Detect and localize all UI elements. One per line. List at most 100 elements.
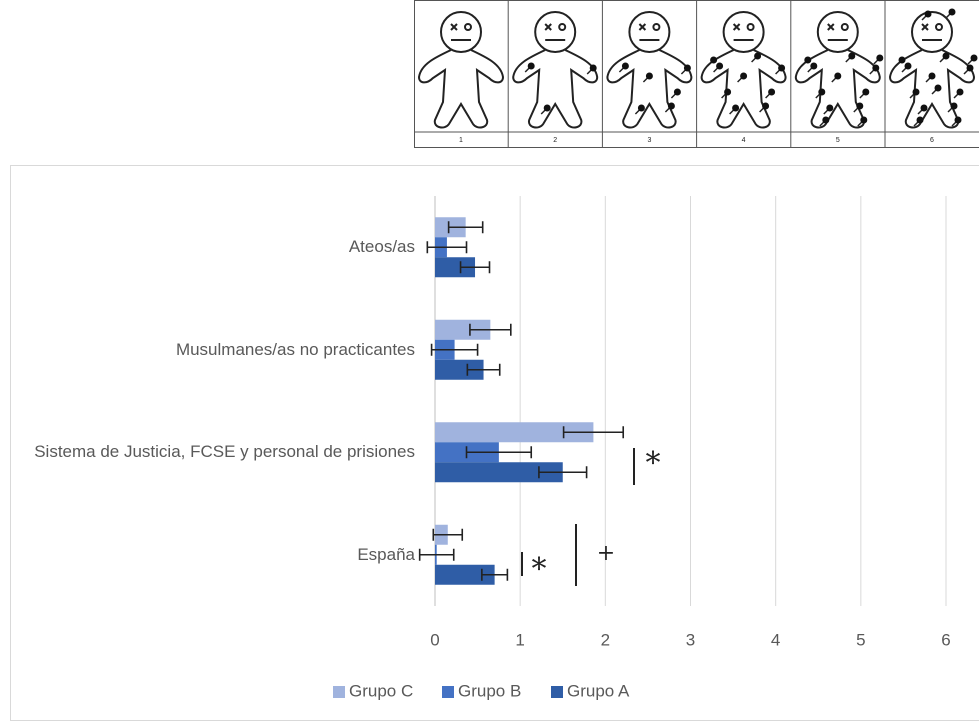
error-bar bbox=[466, 363, 501, 376]
legend-swatch bbox=[333, 686, 345, 698]
doll-eye bbox=[464, 23, 472, 31]
pin-head bbox=[872, 64, 880, 72]
doll-body bbox=[417, 49, 505, 129]
legend-swatch bbox=[551, 686, 563, 698]
panel-label: 4 bbox=[742, 137, 746, 144]
error-bar-line bbox=[418, 548, 455, 561]
doll bbox=[794, 11, 884, 129]
legend-label: Grupo B bbox=[458, 681, 521, 700]
pin-head bbox=[942, 52, 950, 60]
doll-body bbox=[794, 49, 881, 129]
pin-head bbox=[954, 116, 962, 124]
pin-head bbox=[683, 64, 691, 72]
pin-head bbox=[716, 62, 724, 70]
pin-head bbox=[948, 8, 956, 16]
pin-head bbox=[928, 72, 936, 80]
doll-body bbox=[888, 49, 976, 129]
pin-head bbox=[876, 54, 884, 62]
pin-head bbox=[818, 88, 826, 96]
pin-head bbox=[724, 88, 732, 96]
bar bbox=[435, 257, 476, 278]
pin-head bbox=[916, 116, 924, 124]
pin-head bbox=[904, 62, 912, 70]
pin-head bbox=[822, 116, 830, 124]
error-bar-line bbox=[469, 323, 512, 336]
doll-face bbox=[450, 23, 471, 41]
error-bar bbox=[447, 221, 484, 234]
doll-face bbox=[544, 23, 566, 41]
pin-head bbox=[589, 64, 597, 72]
error-bar-line bbox=[430, 343, 479, 356]
doll-eye bbox=[652, 23, 661, 31]
x-tick-label: 2 bbox=[601, 630, 610, 649]
pin-head bbox=[970, 54, 978, 62]
significance-mark: * bbox=[646, 446, 661, 481]
error-bar bbox=[459, 261, 491, 274]
pin-head bbox=[810, 62, 818, 70]
panel-label: 3 bbox=[647, 137, 651, 144]
doll bbox=[700, 11, 787, 129]
pin-head bbox=[898, 56, 906, 64]
panel-label: 6 bbox=[930, 137, 934, 144]
pin-head bbox=[826, 104, 834, 112]
legend-swatch bbox=[442, 686, 454, 698]
bar bbox=[435, 359, 484, 380]
pin-head bbox=[732, 104, 740, 112]
category-label: Musulmanes/as no practicantes bbox=[175, 339, 415, 359]
bar bbox=[435, 462, 563, 483]
error-bar-line bbox=[538, 466, 588, 479]
error-bar bbox=[465, 446, 533, 459]
doll-head bbox=[534, 11, 577, 53]
pin-head bbox=[862, 88, 870, 96]
doll-face bbox=[732, 23, 754, 41]
error-bar bbox=[418, 548, 455, 561]
doll-head bbox=[440, 11, 482, 53]
pin-head bbox=[667, 102, 675, 110]
x-tick-label: 4 bbox=[771, 630, 780, 649]
doll-head bbox=[628, 11, 671, 53]
significance-mark: * bbox=[532, 552, 547, 587]
x-tick-label: 3 bbox=[686, 630, 695, 649]
pin-head bbox=[740, 72, 748, 80]
panel-label: 5 bbox=[836, 137, 840, 144]
pin-head bbox=[621, 62, 629, 70]
doll-face bbox=[638, 23, 660, 41]
error-bar-line bbox=[426, 241, 468, 254]
doll-body bbox=[700, 49, 787, 129]
doll-face bbox=[921, 23, 942, 41]
pin-head bbox=[924, 10, 932, 18]
error-bar-line bbox=[562, 426, 625, 439]
legend-label: Grupo C bbox=[349, 681, 413, 700]
pin-head bbox=[768, 88, 776, 96]
panel-label: 2 bbox=[553, 137, 557, 144]
doll-body bbox=[512, 49, 599, 129]
pin-head bbox=[637, 104, 645, 112]
pin-head bbox=[848, 52, 856, 60]
error-bar bbox=[426, 241, 468, 254]
pin-head bbox=[966, 64, 974, 72]
error-bar bbox=[538, 466, 588, 479]
x-tick-label: 0 bbox=[430, 630, 439, 649]
error-bar bbox=[430, 343, 479, 356]
pin-head bbox=[956, 88, 964, 96]
pin-head bbox=[710, 56, 718, 64]
pin-head bbox=[543, 104, 551, 112]
doll-eye bbox=[558, 23, 567, 31]
error-bar-line bbox=[432, 528, 464, 541]
doll bbox=[512, 11, 599, 129]
doll bbox=[888, 8, 978, 129]
pin-head bbox=[950, 102, 958, 110]
pin-head bbox=[804, 56, 812, 64]
pin-head bbox=[645, 72, 653, 80]
x-tick-label: 6 bbox=[941, 630, 950, 649]
pin-head bbox=[527, 62, 535, 70]
doll-eye bbox=[840, 23, 849, 31]
x-tick-label: 1 bbox=[515, 630, 524, 649]
category-label: España bbox=[357, 544, 415, 564]
pin-head bbox=[934, 84, 942, 92]
bar bbox=[435, 319, 491, 340]
pin-head bbox=[920, 104, 928, 112]
legend-label: Grupo A bbox=[567, 681, 630, 700]
